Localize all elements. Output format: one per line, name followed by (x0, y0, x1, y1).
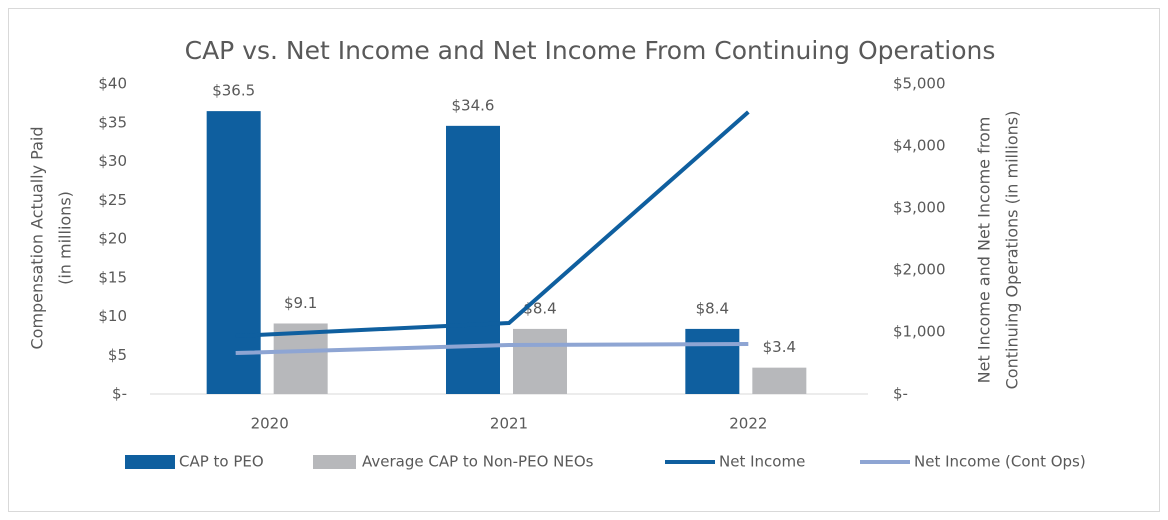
data-label: $3.4 (763, 338, 796, 356)
x-tick-label: 2022 (729, 415, 767, 433)
y-tick-label: $40 (98, 75, 127, 93)
y2-tick-label: $5,000 (893, 75, 946, 93)
legend-swatch (125, 455, 175, 469)
y2-axis-title: Net Income and Net Income from (975, 117, 994, 384)
y2-tick-label: $4,000 (893, 137, 946, 155)
legend-swatch (313, 455, 356, 469)
y-tick-label: $20 (98, 230, 127, 248)
chart-title: CAP vs. Net Income and Net Income From C… (185, 36, 996, 65)
data-label: $34.6 (452, 96, 495, 114)
bar (206, 111, 261, 394)
y-tick-label: $25 (98, 191, 127, 209)
x-tick-label: 2021 (490, 415, 528, 433)
y2-axis-title: Continuing Operations (in millions) (1003, 111, 1022, 390)
bar (446, 125, 500, 394)
y-axis-title: Compensation Actually Paid (28, 126, 47, 349)
legend-label: Net Income (719, 453, 805, 471)
y-tick-label: $- (112, 385, 127, 403)
y-tick-label: $10 (98, 307, 127, 325)
x-tick-label: 2020 (251, 415, 289, 433)
legend-label: Average CAP to Non-PEO NEOs (362, 453, 594, 471)
y2-tick-label: $1,000 (893, 323, 946, 341)
y-axis-title: (in millions) (56, 191, 75, 285)
bar (513, 328, 567, 394)
data-label: $9.1 (284, 294, 317, 312)
bar (752, 367, 807, 394)
y-tick-label: $35 (98, 113, 127, 131)
chart-border (8, 8, 1160, 512)
line-series (235, 342, 749, 356)
data-label: $36.5 (212, 82, 255, 100)
data-label: $8.4 (696, 299, 729, 317)
legend-label: Net Income (Cont Ops) (914, 453, 1086, 471)
y2-tick-label: $2,000 (893, 261, 946, 279)
legend-label: CAP to PEO (179, 453, 264, 471)
line-series (235, 110, 750, 339)
y-tick-label: $15 (98, 268, 127, 286)
y2-tick-label: $- (893, 385, 908, 403)
y-tick-label: $5 (108, 346, 127, 364)
bar (685, 328, 740, 394)
y2-tick-label: $3,000 (893, 199, 946, 217)
y-tick-label: $30 (98, 152, 127, 170)
